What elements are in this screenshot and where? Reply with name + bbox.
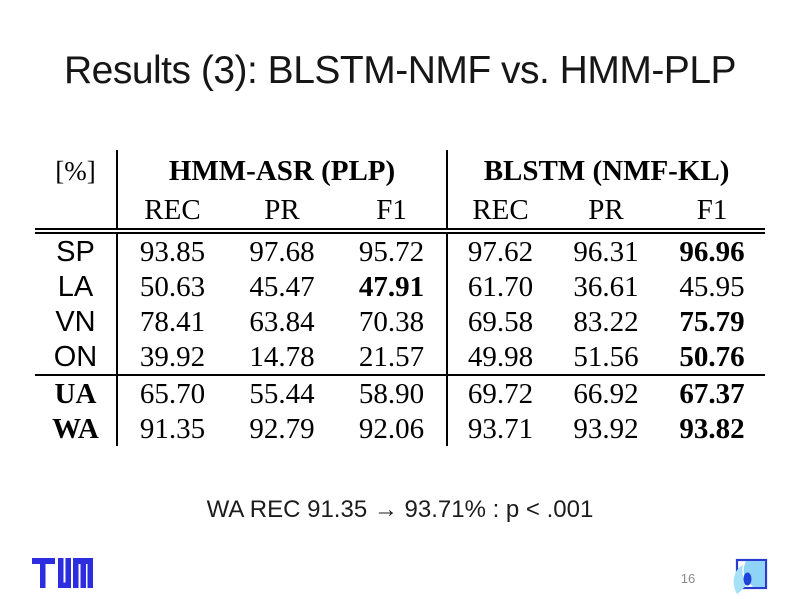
metric-header: PR — [227, 192, 337, 234]
value-cell: 45.95 — [679, 270, 745, 303]
value-cell: 69.72 — [447, 374, 554, 411]
group-header-hmm: HMM-ASR (PLP) — [117, 150, 449, 192]
group-header-blstm: BLSTM (NMF-KL) — [483, 155, 730, 187]
value-cell-best: 67.37 — [659, 374, 766, 411]
row-label: VN — [35, 304, 118, 339]
value-cell: 70.38 — [337, 304, 449, 339]
value-cell: 61.70 — [467, 270, 534, 303]
results-table: [%] HMM-ASR (PLP) BLSTM (NMF-KL) REC PR … — [35, 150, 766, 446]
value-cell-best: 96.96 — [679, 235, 745, 268]
value-cell: 49.98 — [467, 340, 534, 373]
value-cell: 93.71 — [467, 412, 534, 445]
unit-header: [%] — [35, 150, 118, 192]
value-cell: 95.72 — [337, 231, 449, 269]
value-cell-best: 93.82 — [679, 412, 745, 445]
significance-annotation: WA REC 91.35 → 93.71% : p < .001 — [206, 496, 594, 523]
value-cell: 66.92 — [553, 374, 660, 411]
table-row: LA 50.63 45.47 47.91 61.70 36.61 45.95 — [35, 269, 765, 304]
value-cell: 91.35 — [139, 412, 206, 445]
metric-header: REC — [447, 192, 554, 234]
table-row-average: WA 91.35 92.79 92.06 93.71 93.92 93.82 — [35, 411, 765, 446]
value-cell: 21.57 — [337, 339, 449, 375]
row-label: ON — [35, 339, 118, 375]
row-label: SP — [35, 231, 118, 269]
institute-logo — [733, 558, 768, 594]
value-cell: 50.63 — [139, 270, 206, 303]
value-cell: 93.85 — [139, 235, 206, 268]
value-cell-best: 75.79 — [679, 305, 745, 338]
value-cell: 65.70 — [117, 374, 227, 411]
table-row: ON 39.92 14.78 21.57 49.98 51.56 50.76 — [35, 339, 765, 375]
table-row-average: UA 65.70 55.44 58.90 69.72 66.92 67.37 — [35, 374, 766, 411]
metric-header: F1 — [659, 192, 766, 234]
table-header-groups: [%] HMM-ASR (PLP) BLSTM (NMF-KL) — [35, 150, 765, 192]
page-number: 16 — [680, 571, 696, 586]
value-cell: 14.78 — [249, 340, 315, 373]
value-cell: 78.41 — [139, 305, 206, 338]
table-row: VN 78.41 63.84 70.38 69.58 83.22 75.79 — [35, 304, 765, 339]
empty-header-cell — [35, 192, 118, 234]
value-cell: 69.58 — [467, 305, 534, 338]
value-cell: 45.47 — [249, 270, 315, 303]
tum-logo — [32, 558, 93, 588]
row-label: UA — [35, 374, 118, 411]
value-cell-best: 50.76 — [679, 340, 745, 373]
metric-header: REC — [117, 192, 227, 234]
value-cell: 39.92 — [139, 340, 206, 373]
value-cell: 51.56 — [573, 340, 639, 373]
value-cell: 92.79 — [249, 412, 315, 445]
value-cell: 55.44 — [227, 374, 337, 411]
metric-header: F1 — [337, 192, 449, 234]
value-cell: 36.61 — [573, 270, 639, 303]
metric-header: PR — [553, 192, 660, 234]
slide-title: Results (3): BLSTM-NMF vs. HMM-PLP — [63, 49, 737, 92]
value-cell: 93.92 — [573, 412, 639, 445]
value-cell-best: 47.91 — [337, 269, 449, 304]
table-header-metrics: REC PR F1 REC PR F1 — [35, 192, 766, 234]
value-cell: 92.06 — [337, 411, 449, 446]
value-cell: 63.84 — [249, 305, 315, 338]
value-cell: 97.68 — [249, 235, 315, 268]
value-cell: 83.22 — [573, 305, 639, 338]
row-label: WA — [35, 411, 118, 446]
value-cell: 96.31 — [573, 235, 639, 268]
value-cell: 97.62 — [467, 235, 534, 268]
value-cell: 58.90 — [337, 374, 449, 411]
table-row: SP 93.85 97.68 95.72 97.62 96.31 96.96 — [35, 231, 765, 269]
row-label: LA — [35, 269, 118, 304]
